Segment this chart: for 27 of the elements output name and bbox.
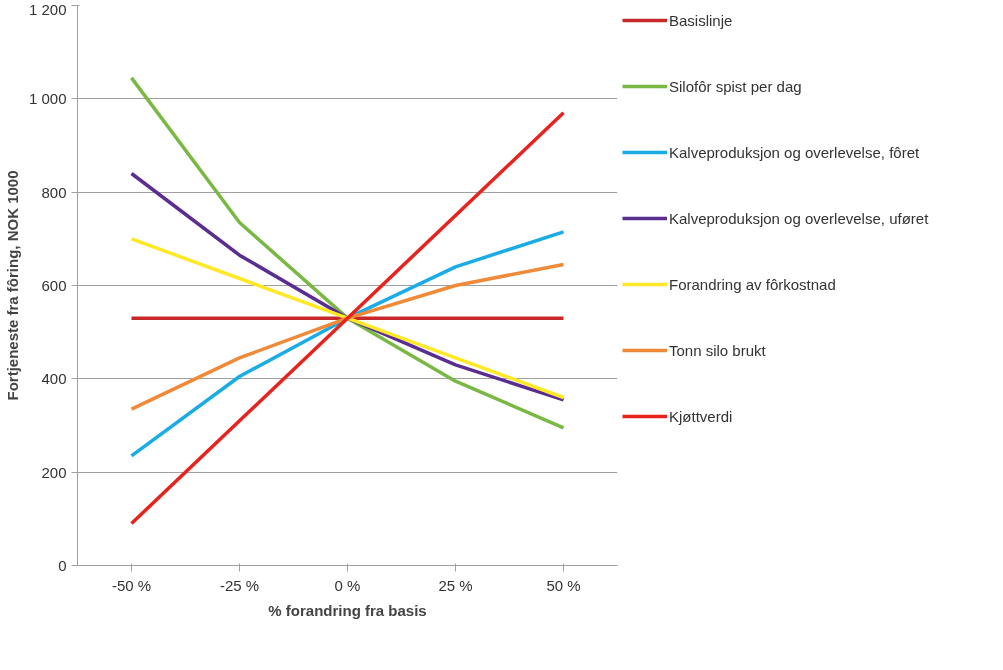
y-tick-label: 1 200 bbox=[28, 0, 67, 18]
x-tick-label: 50 % bbox=[546, 576, 581, 594]
y-axis-title: Fortjeneste fra fôring, NOK 1000 bbox=[3, 170, 21, 401]
legend-label: Forandring av fôrkostnad bbox=[669, 275, 836, 293]
legend-label: Kalveproduksjon og overlevelse, fôret bbox=[669, 143, 920, 161]
x-tick-label: 25 % bbox=[438, 576, 473, 594]
x-tick-label: -25 % bbox=[219, 576, 260, 594]
y-tick-label: 0 bbox=[58, 557, 67, 574]
line-series bbox=[129, 171, 566, 402]
line-series bbox=[129, 230, 566, 458]
legend-label: Silofôr spist per dag bbox=[669, 77, 802, 95]
y-tick-label: 800 bbox=[41, 183, 67, 201]
line-series bbox=[129, 111, 566, 526]
legend-label: Kalveproduksjon og overlevelse, uføret bbox=[669, 209, 929, 227]
x-axis-title: % forandring fra basis bbox=[268, 601, 427, 619]
y-tick-label: 200 bbox=[41, 463, 67, 481]
y-tick-label: 400 bbox=[41, 370, 67, 388]
line-series bbox=[129, 76, 566, 430]
line-series bbox=[129, 237, 566, 400]
x-tick-label: 0 % bbox=[334, 576, 361, 594]
x-tick-label: -50 % bbox=[111, 576, 152, 594]
y-tick-label: 600 bbox=[41, 277, 67, 294]
legend-label: Kjøttverdi bbox=[669, 407, 733, 425]
y-tick-label: 1 000 bbox=[28, 90, 67, 108]
legend-label: Basislinje bbox=[669, 11, 733, 29]
line-series bbox=[129, 262, 566, 411]
legend-label: Tonn silo brukt bbox=[669, 341, 766, 359]
